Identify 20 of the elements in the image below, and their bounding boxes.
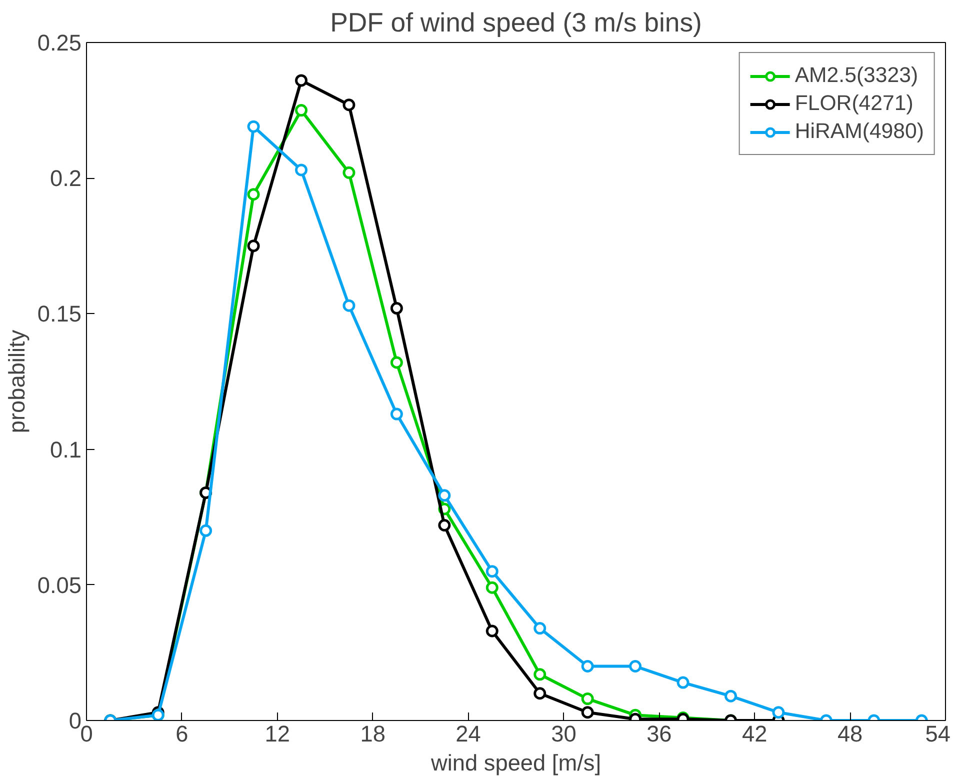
y-axis-title: probability bbox=[3, 329, 30, 434]
x-axis-title: wind speed [m/s] bbox=[430, 750, 601, 776]
legend-label: FLOR(4271) bbox=[794, 91, 914, 116]
x-tick-label: 48 bbox=[837, 720, 863, 746]
x-tick-label: 18 bbox=[360, 720, 386, 746]
x-tick-label: 42 bbox=[742, 720, 768, 746]
x-tick-label: 12 bbox=[264, 720, 290, 746]
legend-label: HiRAM(4980) bbox=[794, 119, 924, 144]
chart-title: PDF of wind speed (3 m/s bins) bbox=[330, 8, 702, 38]
y-tick-label: 0.05 bbox=[37, 572, 82, 598]
y-tick-label: 0.25 bbox=[37, 30, 82, 56]
legend-label: AM2.5(3323) bbox=[794, 63, 918, 88]
y-tick-label: 0.15 bbox=[37, 300, 82, 327]
x-tick-label: 36 bbox=[646, 720, 672, 746]
y-tick-label: 0.1 bbox=[50, 436, 82, 462]
x-tick-label: 6 bbox=[176, 720, 188, 746]
y-tick-label: 0.2 bbox=[50, 165, 82, 192]
x-tick-label: 24 bbox=[456, 720, 481, 746]
x-tick-label: 30 bbox=[551, 720, 576, 746]
x-tick-label: 54 bbox=[925, 720, 950, 746]
